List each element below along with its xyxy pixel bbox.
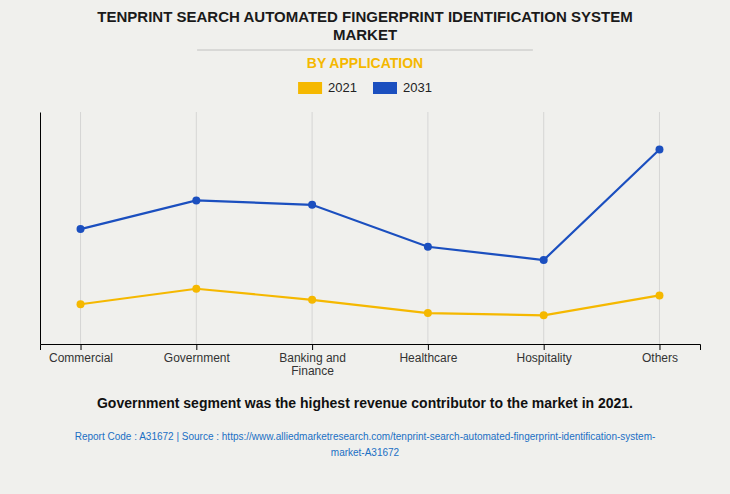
point xyxy=(308,201,316,209)
grid xyxy=(81,112,660,344)
point xyxy=(655,291,663,299)
series xyxy=(77,285,664,320)
point xyxy=(77,225,85,233)
x-tick-mark xyxy=(659,344,660,350)
series xyxy=(77,146,664,264)
title-separator xyxy=(197,50,533,51)
point xyxy=(192,285,200,293)
x-tick-label: Commercial xyxy=(49,351,113,365)
legend-swatch xyxy=(373,82,397,94)
point xyxy=(77,300,85,308)
x-tick-mark xyxy=(428,344,429,350)
x-tick: Others xyxy=(642,344,678,365)
point xyxy=(424,243,432,251)
legend-item: 2031 xyxy=(373,80,432,95)
legend-label: 2031 xyxy=(403,80,432,95)
chart-svg: TENPRINT SEARCH AUTOMATED FINGERPRINT ID… xyxy=(0,0,730,494)
x-tick-label: Others xyxy=(642,351,678,365)
grid-line-x xyxy=(312,112,313,344)
point xyxy=(540,256,548,264)
x-tick: Healthcare xyxy=(399,344,457,365)
background xyxy=(0,0,730,494)
point xyxy=(308,296,316,304)
y-axis-line xyxy=(40,113,41,345)
source-note: market-A31672 xyxy=(331,447,400,458)
y-axis xyxy=(40,113,41,345)
line xyxy=(81,289,660,316)
source-note: Report Code : A31672 | Source : https://… xyxy=(75,431,656,442)
x-tick: Government xyxy=(164,344,231,365)
x-tick-mark xyxy=(196,344,197,350)
grid-line-x xyxy=(543,112,544,344)
legend: 2021 2031 xyxy=(298,80,432,95)
x-axis-line xyxy=(41,345,701,351)
x-axis: Commercial Government Banking andFinance He… xyxy=(41,344,701,378)
point xyxy=(540,311,548,319)
x-tick-mark xyxy=(312,344,313,350)
legend-label: 2021 xyxy=(328,80,357,95)
x-tick: Hospitality xyxy=(517,344,572,365)
grid-line-x xyxy=(196,112,197,344)
plot: Commercial Government Banking andFinance He… xyxy=(41,112,701,378)
x-tick-label: Healthcare xyxy=(399,351,457,365)
x-tick-mark xyxy=(544,344,545,350)
title: TENPRINT SEARCH AUTOMATED FINGERPRINT ID… xyxy=(97,8,632,43)
x-tick: Banking andFinance xyxy=(279,344,346,378)
x-tick-label: Banking andFinance xyxy=(279,351,346,379)
marks xyxy=(77,146,664,320)
legend-swatch xyxy=(298,82,322,94)
x-tick-mark xyxy=(81,344,82,350)
point xyxy=(424,309,432,317)
line xyxy=(81,150,660,260)
annotation: Government segment was the highest reven… xyxy=(97,395,633,411)
point xyxy=(192,196,200,204)
legend-item: 2021 xyxy=(298,80,357,95)
point xyxy=(655,146,663,154)
subtitle: BY APPLICATION xyxy=(307,55,423,71)
chart-container: TENPRINT SEARCH AUTOMATED FINGERPRINT ID… xyxy=(0,0,730,494)
x-tick-label: Hospitality xyxy=(517,351,572,365)
x-tick-label: Government xyxy=(164,351,231,365)
x-tick: Commercial xyxy=(49,344,113,365)
